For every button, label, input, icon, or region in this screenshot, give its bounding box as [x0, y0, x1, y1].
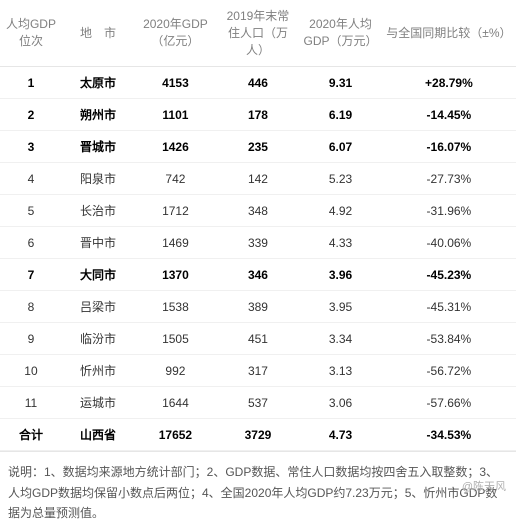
col-gdp: 2020年GDP（亿元）	[134, 0, 217, 67]
cell-diff: -45.23%	[382, 259, 516, 291]
cell-pcgdp: 3.95	[299, 291, 382, 323]
cell-diff: -14.45%	[382, 99, 516, 131]
cell-diff: -45.31%	[382, 291, 516, 323]
cell-diff: -27.73%	[382, 163, 516, 195]
cell-gdp: 1426	[134, 131, 217, 163]
cell-city: 晋中市	[62, 227, 134, 259]
total-cell-city: 山西省	[62, 419, 134, 451]
cell-rank: 6	[0, 227, 62, 259]
cell-rank: 4	[0, 163, 62, 195]
cell-pop: 389	[217, 291, 300, 323]
watermark: @陈天风	[462, 478, 506, 494]
cell-pcgdp: 3.34	[299, 323, 382, 355]
cell-diff: -16.07%	[382, 131, 516, 163]
cell-gdp: 1101	[134, 99, 217, 131]
col-rank: 人均GDP位次	[0, 0, 62, 67]
col-city: 地 市	[62, 0, 134, 67]
cell-gdp: 1370	[134, 259, 217, 291]
table-row: 8吕梁市15383893.95-45.31%	[0, 291, 516, 323]
total-cell-pop: 3729	[217, 419, 300, 451]
cell-pcgdp: 6.19	[299, 99, 382, 131]
table-row: 6晋中市14693394.33-40.06%	[0, 227, 516, 259]
table-row: 2朔州市11011786.19-14.45%	[0, 99, 516, 131]
cell-pcgdp: 6.07	[299, 131, 382, 163]
header-row: 人均GDP位次 地 市 2020年GDP（亿元） 2019年末常住人口（万人） …	[0, 0, 516, 67]
table-row: 3晋城市14262356.07-16.07%	[0, 131, 516, 163]
table-row: 1太原市41534469.31+28.79%	[0, 67, 516, 99]
cell-diff: -40.06%	[382, 227, 516, 259]
cell-rank: 10	[0, 355, 62, 387]
cell-city: 大同市	[62, 259, 134, 291]
cell-rank: 9	[0, 323, 62, 355]
cell-city: 临汾市	[62, 323, 134, 355]
cell-pcgdp: 4.92	[299, 195, 382, 227]
table-row: 5长治市17123484.92-31.96%	[0, 195, 516, 227]
cell-city: 吕梁市	[62, 291, 134, 323]
col-diff: 与全国同期比较（±%）	[382, 0, 516, 67]
cell-pop: 346	[217, 259, 300, 291]
cell-diff: +28.79%	[382, 67, 516, 99]
cell-pop: 235	[217, 131, 300, 163]
cell-city: 晋城市	[62, 131, 134, 163]
footnote: 说明：1、数据均来源地方统计部门；2、GDP数据、常住人口数据均按四舍五入取整数…	[0, 451, 516, 527]
cell-diff: -56.72%	[382, 355, 516, 387]
cell-rank: 5	[0, 195, 62, 227]
cell-pop: 446	[217, 67, 300, 99]
cell-pop: 348	[217, 195, 300, 227]
cell-gdp: 1469	[134, 227, 217, 259]
cell-pcgdp: 5.23	[299, 163, 382, 195]
cell-gdp: 1712	[134, 195, 217, 227]
cell-rank: 3	[0, 131, 62, 163]
cell-gdp: 742	[134, 163, 217, 195]
col-pop: 2019年末常住人口（万人）	[217, 0, 300, 67]
cell-pop: 178	[217, 99, 300, 131]
cell-pop: 339	[217, 227, 300, 259]
cell-pcgdp: 3.13	[299, 355, 382, 387]
cell-gdp: 1505	[134, 323, 217, 355]
cell-city: 运城市	[62, 387, 134, 419]
total-cell-diff: -34.53%	[382, 419, 516, 451]
cell-pcgdp: 3.96	[299, 259, 382, 291]
cell-rank: 11	[0, 387, 62, 419]
cell-rank: 1	[0, 67, 62, 99]
table-row: 7大同市13703463.96-45.23%	[0, 259, 516, 291]
total-cell-pcgdp: 4.73	[299, 419, 382, 451]
cell-gdp: 4153	[134, 67, 217, 99]
table-row: 9临汾市15054513.34-53.84%	[0, 323, 516, 355]
cell-rank: 7	[0, 259, 62, 291]
cell-city: 朔州市	[62, 99, 134, 131]
cell-pop: 451	[217, 323, 300, 355]
cell-city: 阳泉市	[62, 163, 134, 195]
cell-pcgdp: 3.06	[299, 387, 382, 419]
table-body: 1太原市41534469.31+28.79%2朔州市11011786.19-14…	[0, 67, 516, 451]
total-row: 合计山西省1765237294.73-34.53%	[0, 419, 516, 451]
cell-gdp: 992	[134, 355, 217, 387]
cell-rank: 8	[0, 291, 62, 323]
cell-city: 太原市	[62, 67, 134, 99]
cell-diff: -57.66%	[382, 387, 516, 419]
cell-pcgdp: 4.33	[299, 227, 382, 259]
col-pcgdp: 2020年人均GDP（万元）	[299, 0, 382, 67]
cell-diff: -31.96%	[382, 195, 516, 227]
table-row: 4阳泉市7421425.23-27.73%	[0, 163, 516, 195]
total-cell-rank: 合计	[0, 419, 62, 451]
cell-diff: -53.84%	[382, 323, 516, 355]
cell-city: 长治市	[62, 195, 134, 227]
cell-gdp: 1538	[134, 291, 217, 323]
cell-pop: 317	[217, 355, 300, 387]
cell-gdp: 1644	[134, 387, 217, 419]
cell-city: 忻州市	[62, 355, 134, 387]
table-row: 10忻州市9923173.13-56.72%	[0, 355, 516, 387]
gdp-table: 人均GDP位次 地 市 2020年GDP（亿元） 2019年末常住人口（万人） …	[0, 0, 516, 451]
total-cell-gdp: 17652	[134, 419, 217, 451]
table-row: 11运城市16445373.06-57.66%	[0, 387, 516, 419]
cell-pop: 142	[217, 163, 300, 195]
cell-rank: 2	[0, 99, 62, 131]
cell-pcgdp: 9.31	[299, 67, 382, 99]
cell-pop: 537	[217, 387, 300, 419]
